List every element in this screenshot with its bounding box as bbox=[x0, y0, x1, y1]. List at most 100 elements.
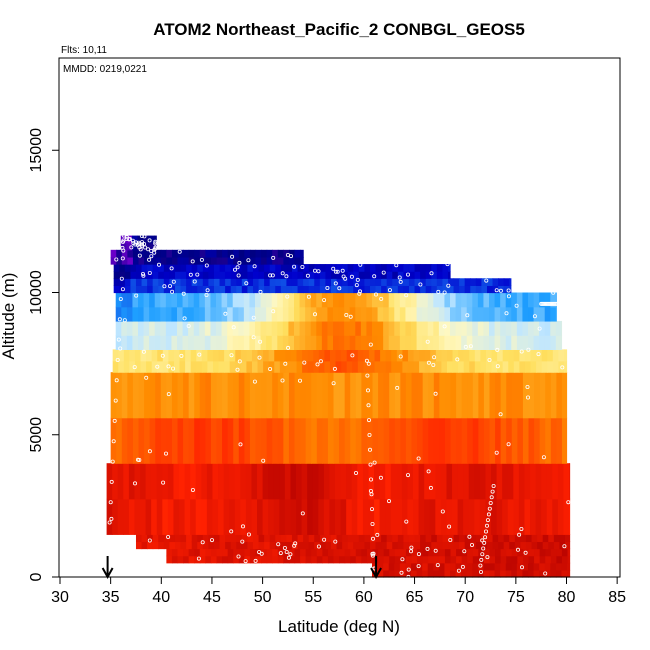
heatmap-cell bbox=[397, 264, 405, 272]
heatmap-cell bbox=[249, 256, 257, 265]
heatmap-cell bbox=[193, 335, 200, 350]
heatmap-cell bbox=[420, 534, 427, 543]
data-point bbox=[140, 243, 145, 248]
heatmap-cell bbox=[399, 292, 407, 308]
data-point bbox=[230, 254, 235, 259]
data-point bbox=[365, 373, 370, 378]
heatmap-cell bbox=[518, 463, 526, 500]
data-point bbox=[489, 495, 494, 500]
heatmap-cell bbox=[456, 555, 463, 564]
data-point bbox=[526, 395, 531, 400]
heatmap-cell bbox=[500, 292, 507, 308]
heatmap-cell bbox=[416, 569, 423, 578]
heatmap-cell bbox=[191, 264, 198, 272]
heatmap-cell bbox=[258, 271, 265, 279]
heatmap-cell bbox=[116, 372, 123, 419]
heatmap-cell bbox=[305, 320, 312, 336]
heatmap-cell bbox=[533, 569, 540, 578]
observation-points bbox=[106, 233, 571, 579]
data-point bbox=[504, 311, 509, 316]
heatmap-cell bbox=[288, 306, 295, 322]
heatmap-cell bbox=[563, 498, 570, 535]
heatmap-cell bbox=[377, 292, 384, 308]
heatmap-cell bbox=[110, 256, 117, 265]
heatmap-cell bbox=[533, 562, 540, 571]
heatmap-cell bbox=[252, 541, 260, 550]
heatmap-cell bbox=[165, 320, 173, 336]
heatmap-cell bbox=[249, 306, 256, 322]
data-point bbox=[286, 555, 291, 560]
heatmap-cell bbox=[154, 335, 161, 350]
heatmap-cell bbox=[522, 562, 529, 571]
heatmap-cell bbox=[300, 249, 304, 258]
data-point bbox=[312, 312, 317, 317]
heatmap-cell bbox=[545, 548, 552, 557]
heatmap-cell bbox=[442, 278, 449, 286]
heatmap-cell bbox=[353, 534, 360, 543]
data-point bbox=[129, 245, 134, 250]
heatmap-cell bbox=[291, 285, 299, 294]
heatmap-cell bbox=[165, 292, 173, 308]
heatmap-cell bbox=[379, 463, 386, 500]
heatmap-cell bbox=[505, 320, 512, 336]
data-point bbox=[333, 281, 338, 286]
heatmap-cell bbox=[266, 372, 273, 419]
heatmap-cell bbox=[505, 335, 512, 350]
heatmap-cell bbox=[438, 562, 446, 571]
heatmap-cell bbox=[350, 417, 357, 464]
heatmap-cell bbox=[541, 360, 548, 373]
data-point bbox=[149, 248, 154, 253]
heatmap-cell bbox=[158, 541, 165, 550]
heatmap-cell bbox=[119, 278, 126, 286]
heatmap-cell bbox=[450, 562, 457, 571]
data-point bbox=[495, 347, 500, 352]
heatmap-cell bbox=[491, 463, 498, 500]
heatmap-cell bbox=[477, 292, 485, 308]
heatmap-cell bbox=[396, 463, 403, 500]
heatmap-cell bbox=[216, 548, 223, 557]
heatmap-cell bbox=[319, 278, 326, 286]
heatmap-cell bbox=[325, 271, 332, 279]
heatmap-cell bbox=[349, 306, 356, 322]
heatmap-cell bbox=[327, 548, 335, 557]
heatmap-cell bbox=[132, 256, 140, 265]
heatmap-cell bbox=[360, 335, 368, 350]
heatmap-cell bbox=[106, 463, 113, 500]
heatmap-cell bbox=[508, 360, 515, 373]
heatmap-cell bbox=[522, 548, 530, 557]
heatmap-cell bbox=[509, 541, 516, 550]
heatmap-cell bbox=[269, 271, 276, 279]
heatmap-cell bbox=[188, 292, 195, 308]
heatmap-cell bbox=[347, 264, 354, 272]
heatmap-cell bbox=[516, 562, 524, 571]
heatmap-cell bbox=[394, 569, 401, 578]
heatmap-cell bbox=[327, 372, 335, 419]
heatmap-cell bbox=[442, 534, 449, 543]
heatmap-cell bbox=[227, 249, 234, 258]
heatmap-cell bbox=[333, 335, 340, 350]
data-point bbox=[252, 264, 257, 269]
data-point bbox=[147, 238, 152, 243]
heatmap-cell bbox=[517, 417, 524, 464]
data-point bbox=[127, 236, 132, 241]
data-point bbox=[386, 499, 391, 504]
data-point bbox=[372, 460, 377, 465]
heatmap-cell bbox=[339, 555, 346, 564]
heatmap-cell bbox=[483, 320, 490, 336]
heatmap-cell bbox=[329, 498, 336, 535]
heatmap-cell bbox=[563, 463, 570, 500]
data-point bbox=[355, 277, 360, 282]
data-point bbox=[141, 349, 146, 354]
heatmap-cell bbox=[511, 569, 518, 578]
heatmap-cell bbox=[550, 320, 557, 336]
heatmap-cell bbox=[375, 264, 382, 272]
heatmap-cell bbox=[425, 264, 432, 272]
heatmap-cell bbox=[149, 306, 156, 322]
heatmap-cell bbox=[407, 498, 414, 535]
heatmap-cell bbox=[147, 271, 154, 279]
heatmap-cell bbox=[489, 548, 496, 557]
heatmap-cell bbox=[277, 292, 284, 308]
heatmap-cell bbox=[141, 264, 148, 272]
heatmap-cell bbox=[169, 271, 176, 279]
heatmap-cell bbox=[135, 541, 143, 550]
